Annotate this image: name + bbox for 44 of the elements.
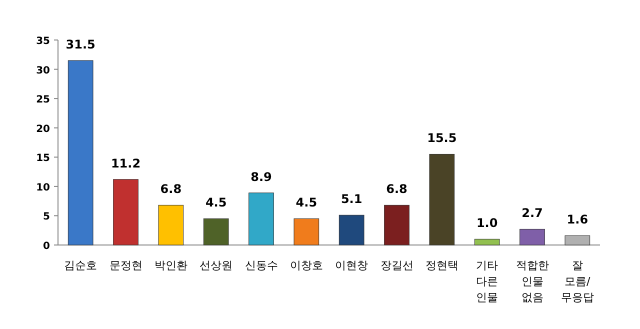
data-label: 1.6 bbox=[566, 212, 588, 227]
data-label: 31.5 bbox=[66, 38, 96, 52]
data-label: 1.0 bbox=[476, 216, 498, 230]
x-tick-label: 김순호 bbox=[64, 259, 98, 272]
y-tick-label: 35 bbox=[36, 36, 50, 47]
bar bbox=[158, 204, 184, 246]
x-tick-label: 잘 모름/ 무응답 bbox=[560, 259, 594, 304]
data-label: 8.9 bbox=[250, 170, 272, 184]
data-label: 2.7 bbox=[522, 206, 543, 220]
data-label: 6.8 bbox=[160, 182, 182, 196]
y-tick-label: 10 bbox=[36, 182, 50, 194]
x-tick-label: 이창호 bbox=[290, 259, 323, 272]
bar bbox=[294, 218, 320, 246]
x-tick-label: 선상원 bbox=[200, 259, 233, 272]
x-tick-label: 박인환 bbox=[154, 259, 188, 272]
data-label: 15.5 bbox=[427, 131, 457, 146]
bar bbox=[429, 154, 455, 246]
bar bbox=[248, 192, 274, 246]
x-tick-label: 이현창 bbox=[335, 259, 368, 272]
x-tick-label: 문정현 bbox=[109, 259, 142, 272]
y-tick-label: 0 bbox=[43, 241, 50, 252]
data-label: 11.2 bbox=[110, 156, 141, 170]
bar bbox=[520, 228, 545, 246]
data-label: 4.5 bbox=[296, 196, 318, 210]
bar bbox=[203, 218, 229, 246]
y-tick-label: 25 bbox=[36, 94, 50, 106]
bar bbox=[338, 214, 364, 246]
data-label: 6.8 bbox=[386, 182, 408, 196]
y-tick-label: 20 bbox=[36, 124, 50, 135]
bar bbox=[68, 60, 94, 246]
x-tick-label: 신동수 bbox=[244, 259, 278, 272]
x-tick-label: 적합한 인물 없음 bbox=[516, 259, 549, 304]
x-tick-label: 기타 다른 인물 bbox=[476, 259, 498, 304]
data-label: 4.5 bbox=[205, 196, 227, 210]
y-tick-label: 15 bbox=[36, 153, 50, 164]
data-label: 5.1 bbox=[340, 192, 362, 206]
x-tick-label: 장길선 bbox=[380, 259, 414, 272]
bar bbox=[113, 179, 138, 246]
bar bbox=[384, 204, 410, 246]
bar bbox=[564, 235, 590, 246]
y-tick-label: 5 bbox=[43, 212, 50, 223]
bar bbox=[474, 238, 500, 246]
y-tick-label: 30 bbox=[36, 65, 50, 76]
x-tick-label: 정현택 bbox=[425, 259, 458, 272]
